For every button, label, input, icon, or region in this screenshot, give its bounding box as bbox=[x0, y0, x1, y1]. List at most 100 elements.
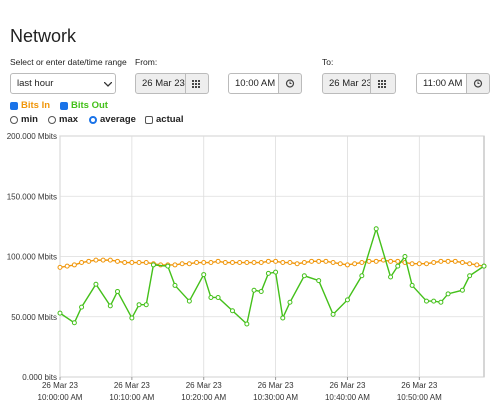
series-toggle[interactable]: Bits In bbox=[10, 100, 50, 111]
legend-label: Bits In bbox=[21, 100, 51, 111]
y-tick-label: 200.000 Mbits bbox=[7, 132, 57, 141]
radio[interactable] bbox=[89, 115, 97, 124]
clock-icon bbox=[285, 79, 295, 88]
to-date-button[interactable] bbox=[370, 73, 396, 94]
data-point bbox=[229, 308, 235, 314]
data-point bbox=[201, 272, 207, 278]
data-point bbox=[424, 298, 430, 304]
to-time[interactable]: 11:00 AM bbox=[416, 73, 467, 94]
x-tick-time: 10:50:00 AM bbox=[397, 393, 442, 402]
data-point bbox=[143, 260, 149, 266]
data-point bbox=[122, 260, 128, 266]
chart: 0.000 bits 50.000 Mbits 100.000 Mbits 150.0… bbox=[7, 132, 487, 402]
data-point bbox=[265, 258, 271, 264]
data-point bbox=[258, 288, 264, 294]
data-point bbox=[438, 299, 444, 305]
data-point bbox=[373, 258, 379, 264]
y-tick-label: 150.000 Mbits bbox=[7, 192, 57, 201]
data-point bbox=[323, 258, 329, 264]
from-date-button[interactable] bbox=[185, 73, 209, 94]
checkbox[interactable] bbox=[60, 101, 68, 110]
data-point bbox=[438, 258, 444, 264]
data-point bbox=[93, 257, 99, 263]
data-point bbox=[165, 263, 171, 269]
calendar-icon bbox=[192, 80, 200, 88]
data-point bbox=[57, 264, 63, 270]
data-point bbox=[237, 260, 243, 266]
data-point bbox=[107, 257, 113, 263]
data-point bbox=[208, 294, 214, 300]
data-point bbox=[172, 282, 178, 288]
data-point bbox=[409, 261, 415, 267]
data-point bbox=[229, 260, 235, 266]
data-point bbox=[136, 302, 142, 308]
checkbox[interactable] bbox=[10, 101, 18, 110]
data-point bbox=[330, 311, 336, 317]
data-point bbox=[100, 257, 106, 263]
option-label: actual bbox=[156, 114, 184, 125]
data-point bbox=[337, 261, 343, 267]
data-point bbox=[316, 258, 322, 264]
range-select[interactable]: last hour bbox=[10, 73, 116, 94]
data-point bbox=[409, 282, 415, 288]
series-toggle[interactable]: Bits Out bbox=[60, 100, 108, 111]
data-point bbox=[359, 260, 365, 266]
data-point bbox=[395, 263, 401, 269]
data-point bbox=[114, 288, 120, 294]
data-point bbox=[107, 303, 113, 309]
radio-option[interactable]: max bbox=[48, 114, 78, 125]
to-time-button[interactable] bbox=[466, 73, 490, 94]
data-point bbox=[251, 260, 257, 266]
data-point bbox=[431, 298, 437, 304]
radio[interactable] bbox=[10, 115, 18, 124]
from-time-button[interactable] bbox=[278, 73, 302, 94]
data-point bbox=[265, 270, 271, 276]
data-point bbox=[280, 315, 286, 321]
data-point bbox=[258, 260, 264, 266]
from-time[interactable]: 10:00 AM bbox=[228, 73, 279, 94]
x-tick-date: 26 Mar 23 bbox=[42, 381, 79, 390]
checkbox[interactable] bbox=[145, 115, 153, 124]
data-point bbox=[273, 269, 279, 275]
radio[interactable] bbox=[48, 115, 56, 124]
data-point bbox=[222, 260, 228, 266]
data-point bbox=[93, 281, 99, 287]
data-point bbox=[186, 261, 192, 267]
data-point bbox=[114, 258, 120, 264]
data-point bbox=[481, 263, 487, 269]
data-point bbox=[459, 260, 465, 266]
x-tick-time: 10:40:00 AM bbox=[325, 393, 370, 402]
data-point bbox=[136, 260, 142, 266]
data-point bbox=[64, 263, 70, 269]
data-point bbox=[344, 262, 350, 268]
radio-option[interactable]: average bbox=[89, 114, 136, 125]
data-point bbox=[344, 297, 350, 303]
from-label: From: bbox=[135, 57, 158, 67]
data-point bbox=[445, 258, 451, 264]
data-point bbox=[388, 274, 394, 280]
data-point bbox=[445, 291, 451, 297]
checkbox-option[interactable]: actual bbox=[145, 114, 183, 125]
x-tick-time: 10:30:00 AM bbox=[253, 393, 298, 402]
data-point bbox=[474, 262, 480, 268]
data-point bbox=[359, 273, 365, 279]
data-point bbox=[352, 261, 358, 267]
data-point bbox=[301, 260, 307, 266]
y-tick-label: 100.000 Mbits bbox=[7, 253, 57, 262]
data-point bbox=[172, 262, 178, 268]
data-point bbox=[79, 304, 85, 310]
data-point bbox=[143, 302, 149, 308]
x-tick-time: 10:10:00 AM bbox=[109, 393, 154, 402]
legend-label: Bits Out bbox=[71, 100, 108, 111]
data-point bbox=[71, 320, 77, 326]
data-point bbox=[208, 260, 214, 266]
to-date[interactable]: 26 Mar 23 bbox=[322, 73, 371, 94]
data-point bbox=[71, 262, 77, 268]
radio-option[interactable]: min bbox=[10, 114, 38, 125]
x-tick-date: 26 Mar 23 bbox=[186, 381, 223, 390]
from-date[interactable]: 26 Mar 23 bbox=[135, 73, 186, 94]
x-tick-date: 26 Mar 23 bbox=[114, 381, 151, 390]
data-point bbox=[459, 287, 465, 293]
data-point bbox=[215, 294, 221, 300]
